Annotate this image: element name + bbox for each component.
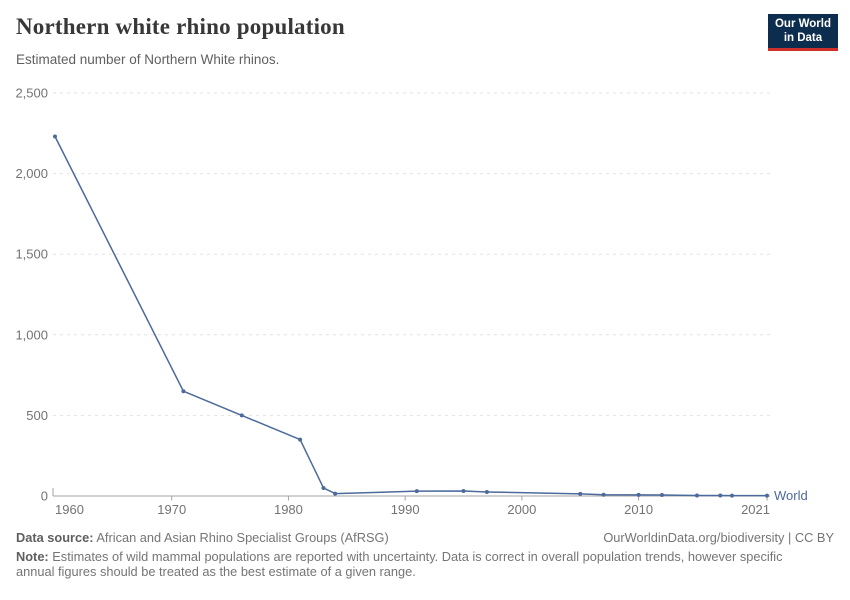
chart-subtitle: Estimated number of Northern White rhino… (16, 52, 280, 67)
data-point-2017[interactable] (718, 493, 723, 498)
data-point-1971[interactable] (181, 389, 186, 394)
y-tick-label: 1,000 (15, 327, 48, 342)
data-source-text: African and Asian Rhino Specialist Group… (96, 530, 389, 545)
data-point-1995[interactable] (461, 489, 466, 494)
data-point-2015[interactable] (694, 493, 699, 498)
data-point-1960[interactable] (53, 134, 57, 139)
data-point-1991[interactable] (414, 489, 419, 494)
x-tick-label: 1970 (157, 502, 186, 517)
chart-footer: Data source: African and Asian Rhino Spe… (16, 530, 834, 580)
data-point-2012[interactable] (659, 493, 664, 498)
note-text: Estimates of wild mammal populations are… (16, 548, 783, 580)
data-point-1984[interactable] (333, 491, 338, 496)
data-point-1981[interactable] (298, 437, 303, 442)
y-tick-label: 2,500 (15, 86, 48, 101)
owid-license-link[interactable]: OurWorldinData.org/biodiversity | CC BY (603, 530, 834, 545)
data-point-2018[interactable] (729, 493, 734, 498)
owid-logo-line2: in Data (783, 31, 823, 44)
page-title: Northern white rhino population (16, 14, 345, 39)
data-point-2021[interactable] (765, 493, 769, 498)
data-point-1983[interactable] (321, 485, 326, 490)
owid-logo-line1: Our World (774, 18, 831, 30)
data-point-2005[interactable] (578, 491, 583, 496)
y-tick-label: 1,500 (15, 247, 48, 262)
chart-note: Note: Estimates of wild mammal populatio… (16, 549, 798, 580)
owid-logo[interactable]: Our World in Data (767, 14, 838, 51)
y-tick-label: 0 (41, 489, 48, 504)
data-point-2007[interactable] (601, 492, 606, 497)
x-tick-label: 1990 (391, 502, 420, 517)
x-tick-label: 2021 (741, 502, 770, 517)
x-tick-label: 2000 (507, 502, 536, 517)
y-tick-label: 500 (26, 408, 48, 423)
x-tick-label: 1960 (55, 502, 84, 517)
world-series-line[interactable] (54, 135, 768, 497)
note-label: Note: (16, 548, 49, 564)
y-tick-label: 2,000 (15, 166, 48, 181)
data-source: Data source: African and Asian Rhino Spe… (16, 530, 389, 546)
x-tick-label: 1980 (274, 502, 303, 517)
x-tick-label: 2010 (624, 502, 653, 517)
series-label-world[interactable]: World (774, 488, 808, 503)
data-point-2010[interactable] (636, 492, 641, 497)
data-point-1976[interactable] (239, 413, 244, 418)
data-point-1997[interactable] (484, 489, 489, 494)
data-source-label: Data source: (16, 530, 94, 545)
